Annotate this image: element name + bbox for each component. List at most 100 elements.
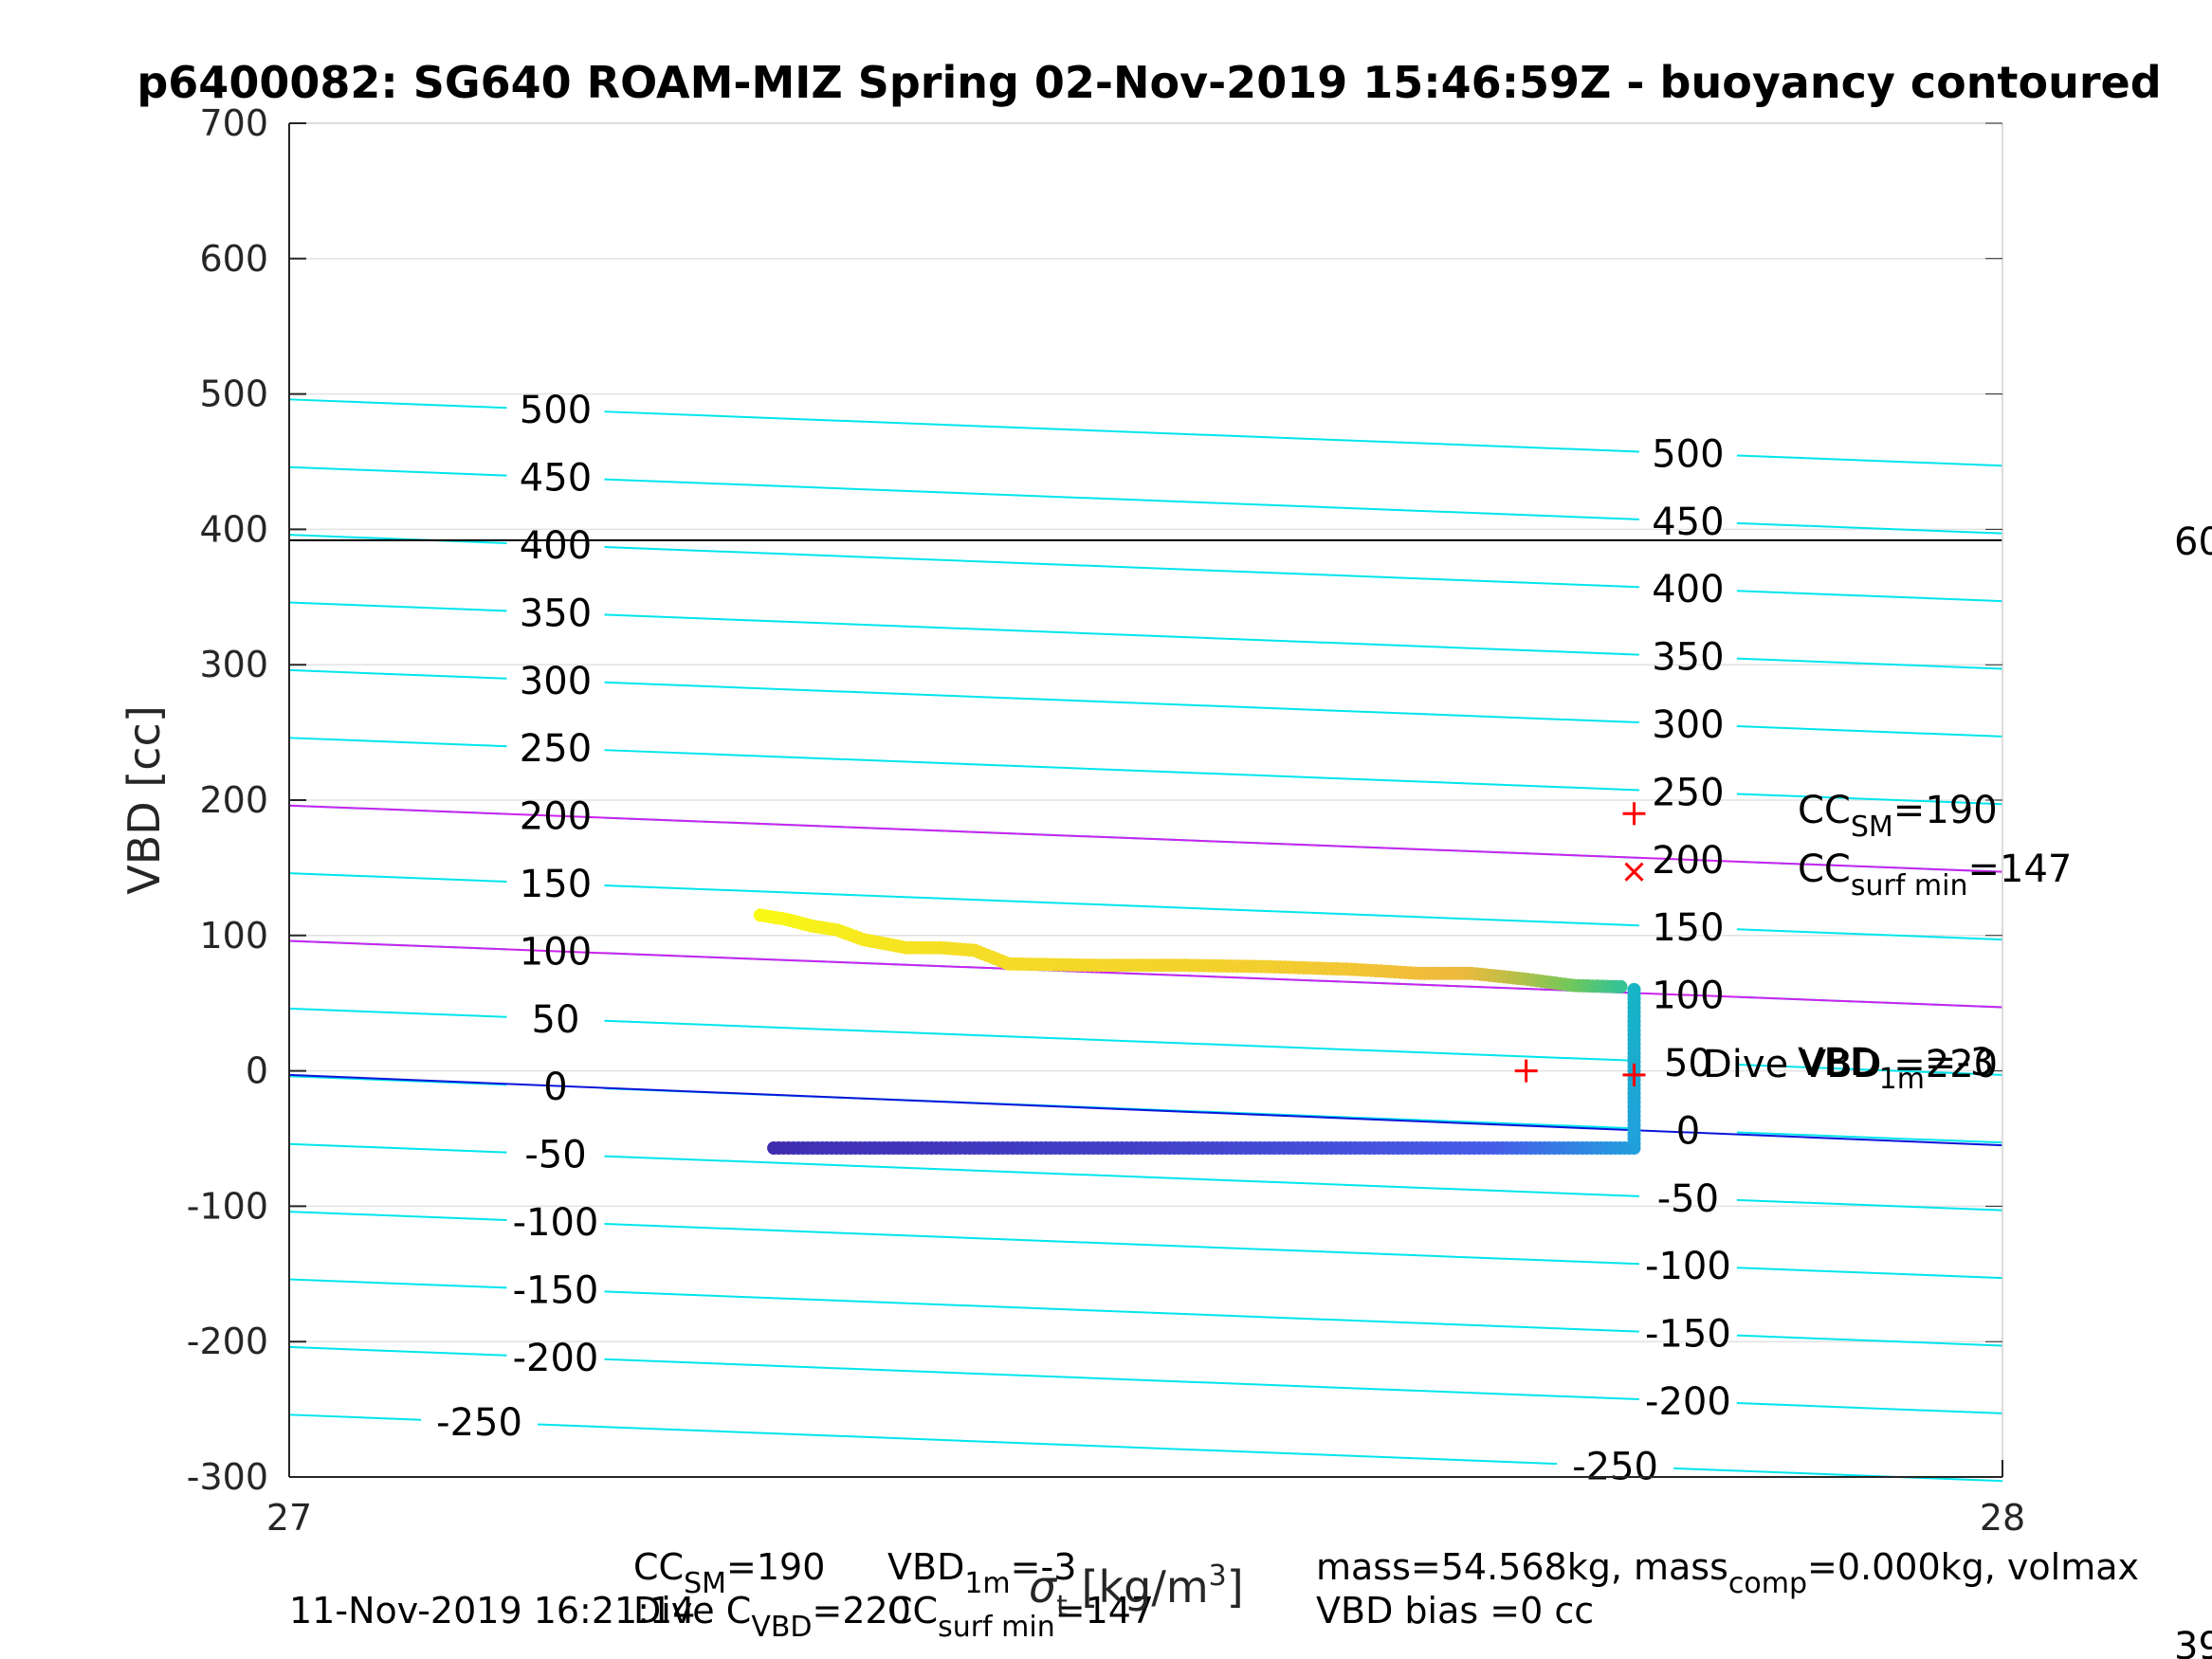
contour-label-left: 0 (543, 1066, 567, 1109)
contour-line (1736, 1131, 2003, 1144)
contour-line (288, 1007, 507, 1018)
reference-lines (288, 538, 2003, 1147)
contour-label-left: 100 (520, 930, 592, 974)
contour-label-right: 150 (1652, 906, 1724, 950)
contour-line (288, 398, 507, 410)
plus-marker (1514, 1059, 1538, 1083)
contour-label-right: 400 (1652, 568, 1724, 611)
contour-line (604, 410, 1639, 453)
contour-line (1736, 1334, 2003, 1347)
footer-vbd-bias: VBD bias =0 cc (1316, 1590, 1594, 1632)
y-tick-label: 0 (246, 1050, 268, 1092)
contour-line (288, 1142, 507, 1154)
climb-point (1614, 979, 1628, 994)
contour-label-right: -200 (1645, 1380, 1731, 1424)
contour-label-right: -150 (1645, 1313, 1731, 1357)
contour-label-left: -100 (513, 1201, 599, 1245)
right-edge-label-bottom: 39 (2174, 1625, 2212, 1659)
contour-line (537, 1423, 1558, 1466)
contour-label-left: -200 (513, 1337, 599, 1380)
contour-line (604, 1222, 1639, 1266)
contour-line (1673, 1467, 2003, 1483)
x-axis-label: σt [kg/m3] (1029, 1559, 1244, 1623)
contour-label-left: 50 (532, 998, 580, 1042)
contour-label-left: 250 (520, 727, 592, 771)
contour-label-right: -100 (1645, 1245, 1731, 1288)
contour-line (1736, 1402, 2003, 1414)
footer-cc-sm: CCSM=190 (633, 1546, 825, 1600)
dive-point (767, 1141, 781, 1155)
vbd-1m-annotation: VBD1m=-3 (1798, 1041, 1994, 1096)
contour-label-right: -250 (1572, 1445, 1658, 1488)
contour-line (288, 872, 507, 883)
contour-label-left: 350 (520, 592, 592, 635)
contour-label-left: 200 (520, 795, 592, 839)
contour-line (604, 884, 1639, 927)
contour-label-right: 300 (1652, 703, 1724, 747)
contour-line (604, 613, 1639, 656)
cc-surf-min-annotation: CCsurf min=147 (1798, 848, 2072, 902)
footer-cc-surf-min: CCsurf min=147 (887, 1590, 1154, 1644)
y-tick-label: 200 (199, 779, 268, 821)
dive-vbd-annotation: Dive VBD =220 (1703, 1043, 1998, 1086)
contour-line (604, 749, 1639, 792)
reference-line (288, 1073, 2003, 1147)
plus-marker (1622, 802, 1646, 826)
contour-label-left: 500 (520, 389, 592, 432)
contour-line (1736, 1198, 2003, 1212)
x-ticks: 27 28 (266, 1460, 2025, 1539)
contour-line (288, 601, 507, 612)
contour-label-right: 0 (1676, 1109, 1700, 1153)
contour-label-right: 100 (1652, 975, 1724, 1018)
contour-label-right: 350 (1652, 636, 1724, 680)
y-tick-label: 300 (199, 644, 268, 685)
reference-line (288, 939, 2003, 1009)
x-tick-label: 27 (266, 1497, 312, 1539)
contour-line (604, 545, 1639, 589)
plus-marker (1622, 1063, 1646, 1086)
chart-title: p6400082: SG640 ROAM-MIZ Spring 02-Nov-2… (137, 57, 2161, 108)
contour-line (604, 1290, 1639, 1333)
contour-label-left: -250 (436, 1401, 522, 1445)
contour-line (1736, 725, 2003, 738)
y-tick-label: -300 (187, 1456, 268, 1498)
contour-label-left: -150 (513, 1268, 599, 1312)
contour-line (604, 1019, 1639, 1063)
contour-line (288, 534, 507, 544)
grid-lines (289, 258, 2002, 1342)
footer-timestamp: 11-Nov-2019 16:21:14 (289, 1590, 695, 1632)
y-tick-label: 100 (199, 915, 268, 957)
y-tick-label: 400 (199, 508, 268, 550)
cc-sm-annotation: CCSM=190 (1798, 789, 1998, 844)
contour-line (288, 1345, 507, 1357)
y-axis-label: VBD [cc] (119, 705, 170, 895)
contour-line (604, 681, 1639, 724)
contour-line (604, 1358, 1639, 1401)
footer-vbd-1m: VBD1m=-3 (887, 1546, 1076, 1600)
footer-dive-cvbd: Dive CVBD=220 (633, 1590, 911, 1644)
contour-line (1736, 1064, 2003, 1076)
right-edge-label-top: 60 (2174, 520, 2212, 564)
contour-line (288, 1413, 422, 1421)
contour-line (288, 737, 507, 748)
contour-line (288, 465, 507, 477)
contour-line (288, 1278, 507, 1289)
data-series (753, 908, 1641, 1155)
y-tick-label: 700 (199, 102, 268, 144)
contour-line (1736, 1267, 2003, 1280)
contour-label-left: -50 (524, 1134, 586, 1177)
contour-line (1736, 521, 2003, 535)
contour-label-right: -50 (1657, 1177, 1719, 1221)
contour-line (604, 1155, 1639, 1197)
x-tick-label: 28 (1980, 1497, 2025, 1539)
markers (1514, 802, 1646, 1086)
contour-label-right: 500 (1652, 432, 1724, 476)
contour-line (288, 668, 507, 680)
contour-label-left: 450 (520, 457, 592, 501)
contour-line (1736, 928, 2003, 941)
contour-label-right: 200 (1652, 839, 1724, 883)
footer-mass: mass=54.568kg, masscomp=0.000kg, volmax (1316, 1546, 2139, 1600)
y-tick-label: -200 (187, 1321, 268, 1362)
contour-label-left: 400 (520, 524, 592, 568)
